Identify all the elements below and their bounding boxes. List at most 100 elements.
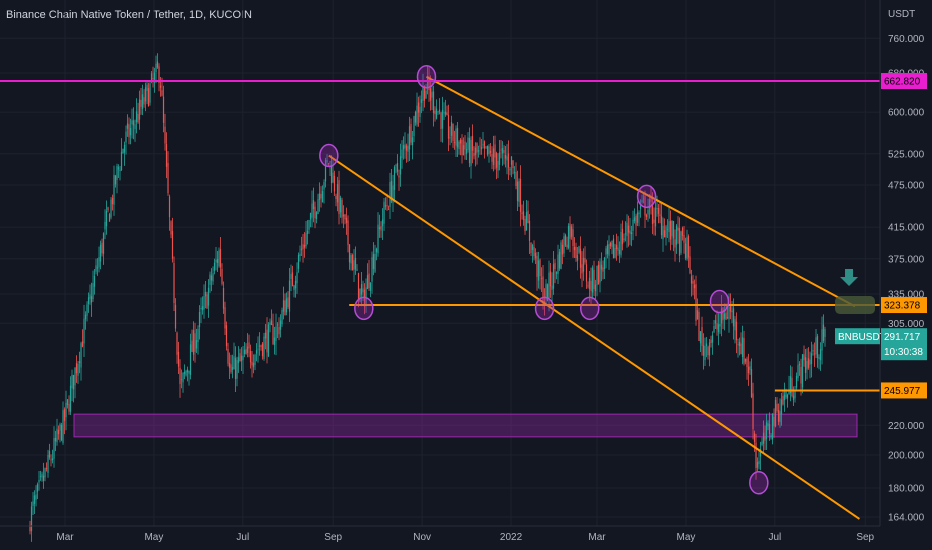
candle-body [603,257,606,270]
candle-body [413,116,415,137]
candle-body [354,257,357,270]
x-tick-label: Mar [588,532,606,543]
candle-body [540,278,543,280]
candle-body [381,219,384,227]
candle-body [402,145,405,150]
candle-body [162,96,165,123]
candle-body [803,354,805,361]
candle-body [212,273,214,282]
candle-body [575,246,577,259]
candle-body [242,355,244,360]
candle-body [54,437,57,442]
candle-body [119,169,121,172]
candle-body [677,227,679,231]
candle-body [128,124,130,138]
x-tick-label: Sep [856,532,874,543]
candle-body [582,257,585,272]
candle-body [351,254,354,271]
candle-body [692,281,694,284]
candle-body [110,199,112,218]
candle-body [584,258,586,263]
candle-body [734,319,736,331]
candle-body [239,353,241,362]
circled-point [416,64,437,89]
candle-body [306,230,309,234]
candle-body [155,63,157,72]
trendline[interactable] [426,75,856,308]
candle-body [758,460,760,465]
circled-point [579,296,600,321]
candle-body [806,360,808,370]
candle-body [78,361,81,364]
candle-body [362,288,364,293]
candle-body [641,200,643,203]
candle-body [108,214,111,222]
trendline[interactable] [328,154,860,520]
candle-body [90,296,93,303]
candle-body [629,230,631,234]
candle-body [92,283,94,300]
trendlines-layer [0,75,886,520]
candle-body [599,261,601,283]
candle-body [308,219,310,230]
candle-body [317,199,319,214]
candle-body [267,324,270,357]
candle-body [632,219,634,231]
candle-body [285,298,288,313]
candle-body [638,212,640,215]
candle-body [809,359,811,365]
candle-body [41,473,43,478]
candle-body [722,307,724,321]
candle-body [371,257,373,282]
candle-body [713,326,715,333]
candle-body [516,181,519,201]
candle-body [231,367,234,370]
candle-body [665,226,667,238]
candle-body [276,324,279,326]
candle-body [617,247,619,251]
candle-body [591,267,594,293]
candle-body [501,148,504,154]
candle-body [789,376,792,394]
candle-body [221,268,223,284]
candle-body [39,476,42,477]
candle-body [180,379,183,381]
candle-body [708,342,711,356]
y-tick-label: 600.000 [888,108,925,119]
candle-body [222,288,225,309]
candle-body [653,219,655,223]
candle-body [95,265,97,272]
candle-body [246,346,249,353]
candle-body [434,110,436,115]
candle-body [417,102,420,113]
candle-body [770,435,772,438]
x-tick-label: Nov [413,532,431,543]
candle-body [377,224,379,254]
candle-body [663,230,666,238]
candle-body [822,324,825,341]
candle-body [176,332,178,355]
candle-body [503,150,505,153]
last-price-tag [881,328,927,361]
candle-body [51,458,54,461]
candle-body [549,271,552,287]
x-tick-label: Jul [768,532,781,543]
candle-body [651,205,654,224]
candle-body [203,296,205,310]
candle-body [384,205,387,207]
candle-body [737,344,739,345]
candle-body [129,127,132,136]
candle-body [800,366,802,384]
candle-body [471,135,474,151]
candle-body [416,105,418,125]
candle-body [630,232,633,235]
candle-body [768,424,771,434]
candle-body [615,244,618,250]
candle-body [117,167,120,170]
x-tick-label: May [144,532,163,543]
candle-body [213,262,216,271]
candle-body [140,99,142,107]
candle-body [596,265,598,286]
candle-body [485,146,487,148]
